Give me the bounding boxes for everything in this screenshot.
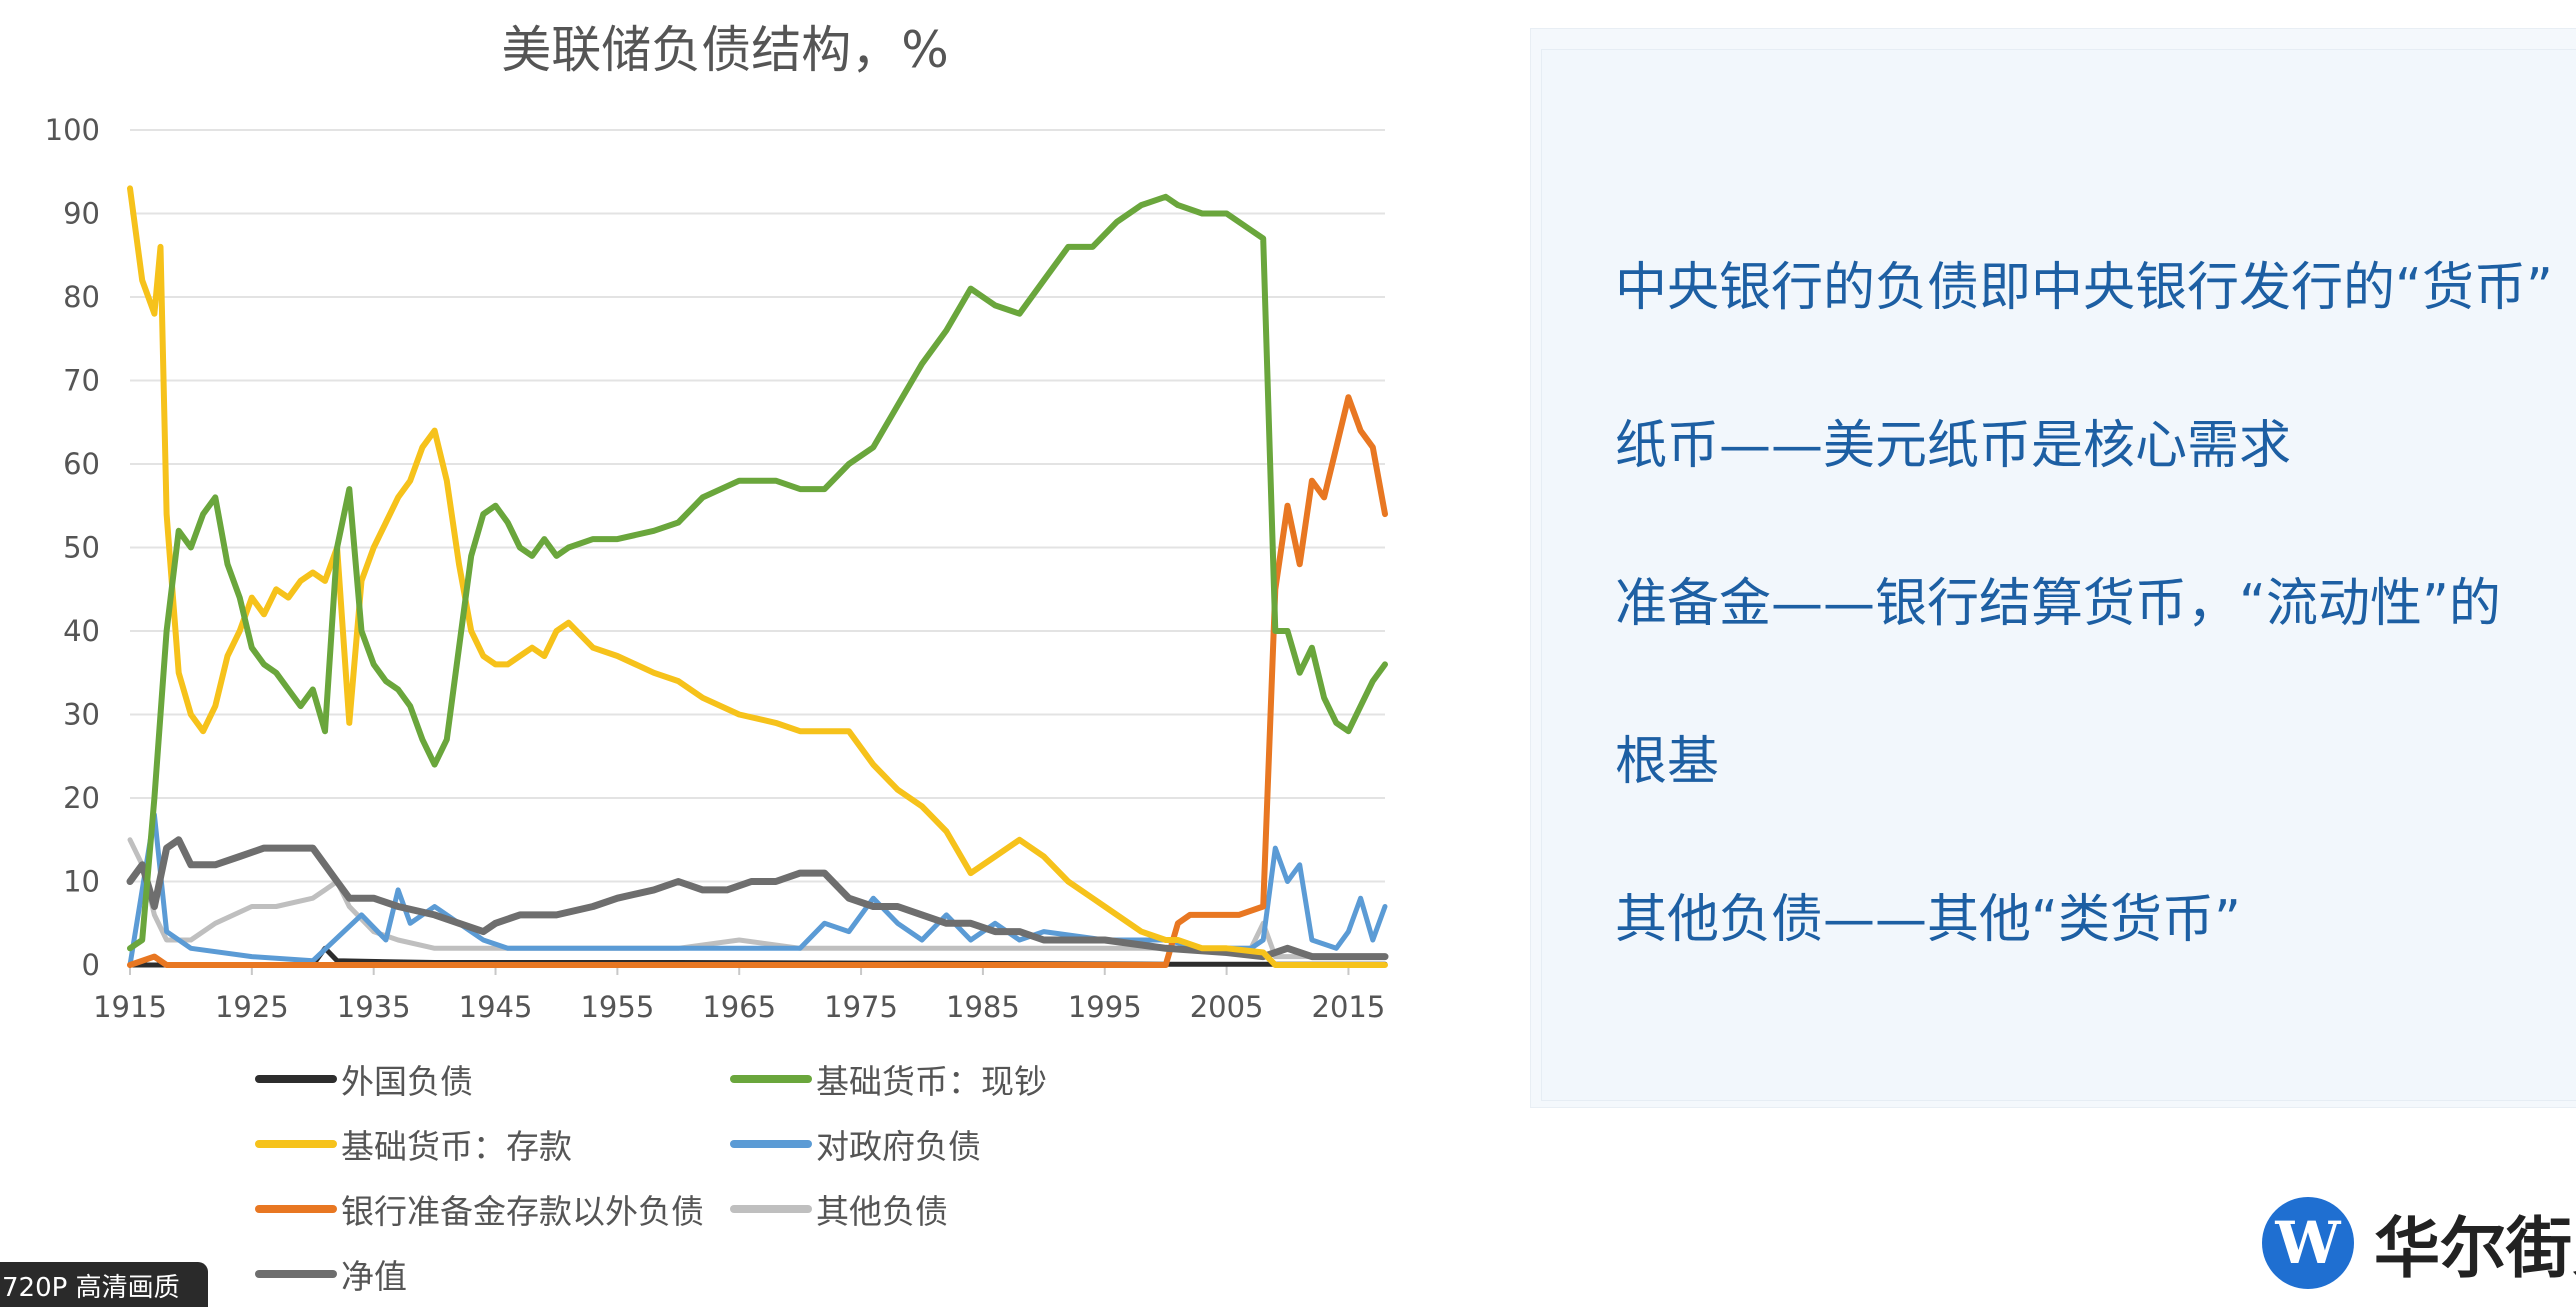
- x-tick-label: 1965: [702, 990, 776, 1024]
- series-line-1: [127, 193, 1388, 952]
- y-tick-label: 30: [63, 698, 100, 732]
- x-tick-label: 1925: [215, 990, 289, 1024]
- legend-label: 对政府负债: [816, 1127, 981, 1166]
- y-tick-label: 20: [63, 781, 100, 815]
- legend-item-other-liabilities: 其他负债: [730, 1185, 948, 1233]
- legend-item-currency: 基础货币：现钞: [730, 1055, 1047, 1103]
- legend-label: 银行准备金存款以外负债: [341, 1192, 704, 1231]
- x-tick-label: 1955: [580, 990, 654, 1024]
- panel-line-4: 根基: [1615, 732, 1720, 792]
- text-panel-inner: [1541, 49, 2576, 1101]
- legend-item-non-reserve-liabilities: 银行准备金存款以外负债: [255, 1185, 704, 1233]
- panel-line-2: 纸币——美元纸币是核心需求: [1615, 416, 2292, 476]
- legend-swatch: [255, 1140, 337, 1148]
- series-line-3: [127, 812, 1388, 968]
- legend-swatch: [255, 1075, 337, 1083]
- y-tick-label: 60: [63, 447, 100, 481]
- x-tick-label: 2005: [1190, 990, 1264, 1024]
- legend-label: 其他负债: [816, 1192, 948, 1231]
- x-tick-label: 1915: [93, 990, 167, 1024]
- legend-label: 基础货币：存款: [341, 1127, 572, 1166]
- panel-line-1: 中央银行的负债即中央银行发行的“货币”: [1615, 258, 2553, 318]
- legend-swatch: [730, 1140, 812, 1148]
- axis-labels: 0 10 20 30 40 50 60 70 80 90 100 1915 1925 1935 1945 19…: [45, 113, 1386, 1024]
- legend-item-net-worth: 净值: [255, 1250, 407, 1298]
- legend-label: 净值: [341, 1257, 407, 1296]
- x-tick-label: 1995: [1068, 990, 1142, 1024]
- series-line-4: [127, 394, 1388, 968]
- legend-swatch: [255, 1270, 337, 1278]
- legend-swatch: [255, 1205, 337, 1213]
- legend-swatch: [730, 1075, 812, 1083]
- legend-item-foreign-liabilities: 外国负债: [255, 1055, 473, 1103]
- panel-line-3: 准备金——银行结算货币，“流动性”的: [1615, 574, 2501, 634]
- y-tick-label: 90: [63, 197, 100, 231]
- series-lines: [126, 185, 1389, 968]
- legend-item-government-liabilities: 对政府负债: [730, 1120, 981, 1168]
- panel-line-5: 其他负债——其他“类货币”: [1615, 890, 2241, 950]
- series-line-6: [126, 836, 1389, 961]
- line-chart: 0 10 20 30 40 50 60 70 80 90 100 1915 1925 1935 1945 19…: [45, 113, 1389, 1024]
- x-tick-label: 1945: [459, 990, 533, 1024]
- x-tick-label: 2015: [1312, 990, 1386, 1024]
- legend-label: 外国负债: [341, 1062, 473, 1101]
- video-quality-badge[interactable]: 720P 高清画质: [0, 1262, 208, 1307]
- chart-title: 美联储负债结构，%: [501, 21, 949, 79]
- x-tick-label: 1975: [824, 990, 898, 1024]
- brand-logo: W 华尔街见闻: [2262, 1195, 2576, 1291]
- y-tick-label: 0: [82, 948, 100, 982]
- legend-label: 基础货币：现钞: [816, 1062, 1047, 1101]
- grid-lines: [130, 129, 1385, 967]
- y-tick-label: 70: [63, 364, 100, 398]
- y-tick-label: 80: [63, 280, 100, 314]
- logo-text: 华尔街见闻: [2374, 1209, 2576, 1287]
- x-tick-label: 1935: [337, 990, 411, 1024]
- legend-swatch: [730, 1205, 812, 1213]
- y-tick-label: 40: [63, 614, 100, 648]
- x-tick-label: 1985: [946, 990, 1020, 1024]
- legend-item-deposits: 基础货币：存款: [255, 1120, 572, 1168]
- logo-mark-icon: W: [2262, 1197, 2354, 1289]
- y-tick-label: 100: [45, 113, 100, 147]
- text-panel: [1530, 28, 2576, 1108]
- y-tick-label: 50: [63, 531, 100, 565]
- y-tick-label: 10: [63, 865, 100, 899]
- series-line-2: [127, 185, 1388, 968]
